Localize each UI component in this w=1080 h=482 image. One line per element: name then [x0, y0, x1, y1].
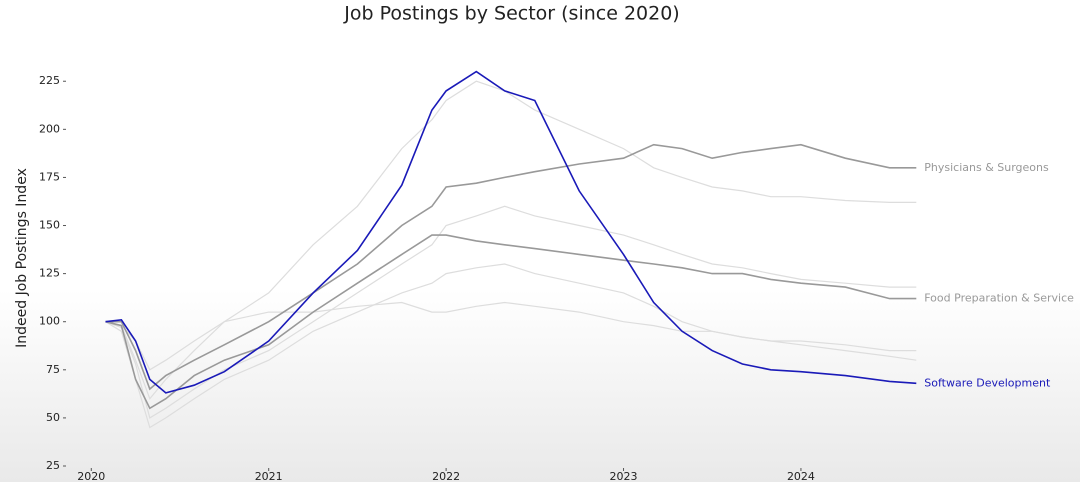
y-tick-label: 175: [39, 170, 60, 183]
series-line: [105, 70, 917, 394]
x-tick-label: 2021: [255, 470, 283, 482]
x-tick-label: 2023: [610, 470, 638, 482]
chart-title: Job Postings by Sector (since 2020): [343, 3, 679, 25]
y-axis-label: Indeed Job Postings Index: [14, 168, 30, 348]
y-tick-label: 75: [46, 363, 60, 376]
series-label: Software Development: [924, 376, 1051, 389]
y-tick-label: 100: [39, 315, 60, 328]
series-label: Food Preparation & Service: [924, 292, 1074, 305]
x-tick-label: 2024: [787, 470, 815, 482]
series-line: [105, 205, 917, 419]
x-tick-label: 2020: [77, 470, 105, 482]
series-label: Physicians & Surgeons: [924, 161, 1049, 174]
y-tick-label: 200: [39, 122, 60, 135]
y-tick-label: 50: [46, 411, 60, 424]
series-line: [105, 301, 917, 371]
x-tick-label: 2022: [432, 470, 460, 482]
series-line: [105, 263, 917, 429]
y-tick-label: 225: [39, 74, 60, 87]
series-line: [105, 143, 917, 391]
y-tick-label: 25: [46, 459, 60, 472]
y-tick-label: 125: [39, 267, 60, 280]
y-tick-label: 150: [39, 219, 60, 232]
series-line: [105, 80, 917, 400]
